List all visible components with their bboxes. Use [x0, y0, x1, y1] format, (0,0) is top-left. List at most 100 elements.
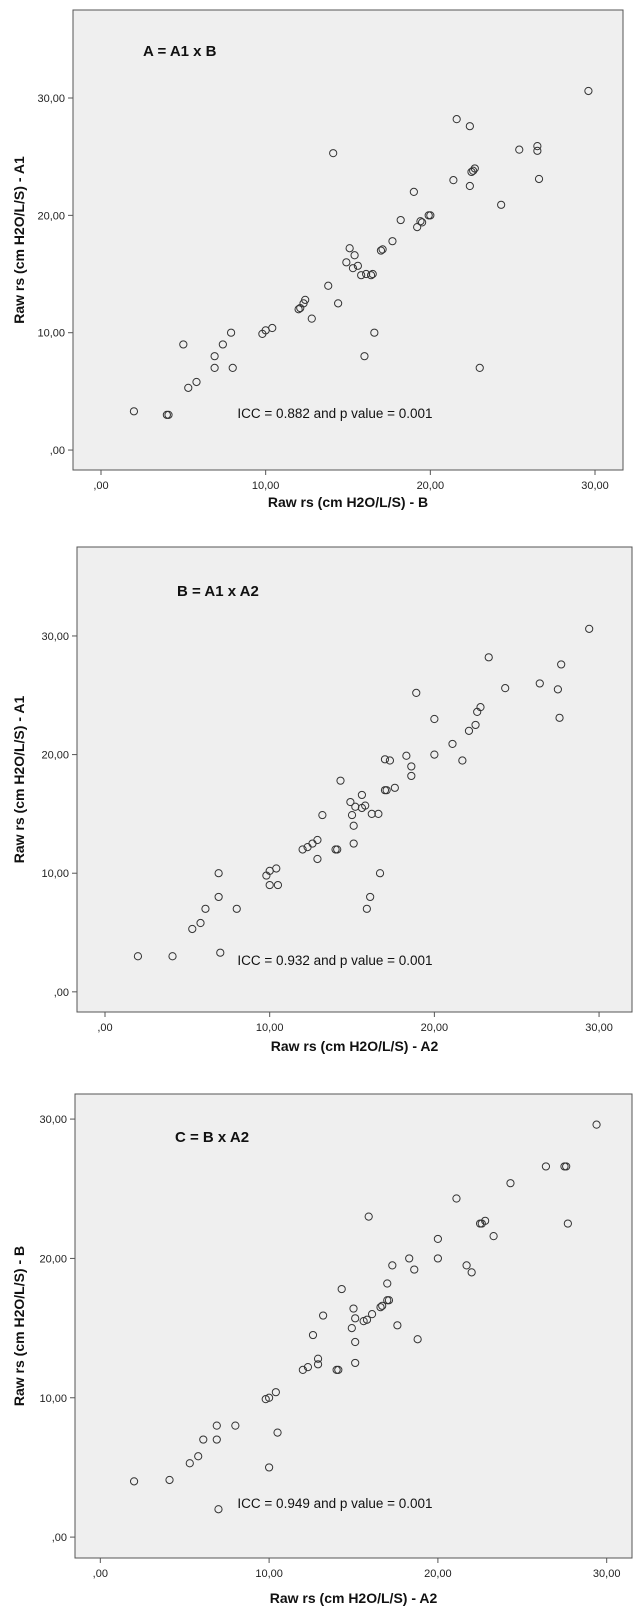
data-point	[481, 1216, 490, 1225]
y-tick-label: ,00	[50, 445, 65, 457]
x-axis-label: Raw rs (cm H2O/L/S) - A2	[271, 1038, 439, 1054]
data-point	[393, 1321, 402, 1330]
data-point	[129, 1477, 139, 1486]
data-point	[476, 703, 485, 712]
data-point	[555, 713, 564, 722]
data-point	[196, 918, 205, 928]
data-point	[458, 756, 467, 765]
data-point	[557, 660, 566, 669]
data-point	[212, 1435, 221, 1444]
data-point	[357, 271, 366, 280]
data-point	[165, 1475, 174, 1485]
y-tick-label: 20,00	[39, 1253, 67, 1265]
data-point	[370, 328, 379, 337]
data-point	[216, 948, 225, 957]
data-point	[449, 176, 458, 185]
data-point	[184, 383, 193, 392]
data-point	[412, 688, 421, 698]
data-point	[218, 340, 227, 349]
data-point	[484, 653, 493, 662]
data-point	[382, 786, 391, 795]
data-point	[294, 305, 303, 314]
data-point	[535, 679, 544, 688]
data-point	[402, 751, 411, 760]
data-point	[333, 845, 342, 854]
data-point	[199, 1435, 208, 1444]
data-point	[301, 295, 310, 304]
data-point	[273, 880, 283, 890]
data-point	[384, 1296, 394, 1305]
data-point	[361, 801, 370, 810]
data-point	[353, 261, 362, 270]
chart-title: C = B x A2	[175, 1129, 249, 1146]
data-point	[350, 251, 359, 260]
data-point	[497, 200, 506, 209]
data-point	[349, 1304, 358, 1313]
data-point	[462, 1261, 471, 1270]
data-point	[313, 1354, 323, 1363]
data-point	[362, 1315, 372, 1324]
data-point	[265, 1463, 274, 1472]
data-point	[464, 726, 474, 735]
data-point	[374, 809, 383, 819]
x-tick-label: 20,00	[421, 1022, 449, 1034]
y-axis-label: Raw rs (cm H2O/L/S) - A1	[11, 156, 27, 324]
chart-panel-2: ,00 10,00 20,00 30,00 ,00 10,00 20,00 30,00 Raw …	[11, 546, 633, 1054]
data-point	[308, 1330, 318, 1340]
data-point	[185, 1459, 194, 1468]
data-point	[489, 1232, 498, 1241]
data-point	[362, 269, 371, 279]
data-point	[349, 821, 358, 830]
data-point	[364, 1212, 373, 1221]
data-point	[385, 756, 395, 765]
data-point	[168, 952, 177, 961]
data-point	[228, 363, 237, 373]
data-point	[430, 750, 439, 759]
data-point	[307, 314, 316, 323]
data-point	[342, 258, 351, 267]
data-point	[452, 1194, 461, 1203]
data-point	[214, 892, 223, 902]
data-point	[273, 1428, 282, 1437]
y-tick-label: ,00	[52, 1532, 67, 1544]
data-point	[346, 797, 355, 807]
data-point	[534, 174, 544, 184]
data-point	[562, 1162, 571, 1171]
data-point	[563, 1219, 572, 1228]
data-point	[319, 1311, 328, 1320]
data-point	[210, 363, 219, 373]
data-point	[351, 1337, 360, 1347]
data-point	[383, 1279, 392, 1288]
data-point	[212, 1421, 221, 1430]
data-point	[337, 1284, 346, 1294]
data-point	[368, 269, 377, 279]
x-tick-label: 10,00	[252, 480, 280, 492]
x-tick-label: 20,00	[424, 1568, 452, 1580]
data-point	[380, 755, 390, 764]
data-point	[452, 115, 461, 124]
data-point	[329, 149, 338, 158]
x-tick-label: 30,00	[585, 1022, 613, 1034]
chart-title: B = A1 x A2	[177, 583, 259, 600]
y-tick-label: 10,00	[37, 328, 65, 340]
data-point	[298, 845, 307, 854]
data-point	[405, 1254, 414, 1263]
data-point	[226, 328, 236, 337]
data-point	[515, 145, 524, 154]
data-point	[179, 340, 188, 349]
data-point	[272, 864, 281, 873]
data-point	[407, 762, 416, 771]
data-point	[471, 720, 480, 730]
data-point	[313, 1360, 323, 1369]
plot-area	[76, 546, 633, 1013]
data-point	[475, 363, 484, 373]
data-point	[426, 211, 435, 220]
data-point	[409, 187, 418, 196]
data-point	[390, 783, 399, 792]
data-point	[413, 1335, 422, 1344]
data-point	[201, 904, 210, 913]
data-point	[313, 854, 322, 864]
data-point	[501, 684, 510, 693]
data-point	[396, 215, 405, 225]
data-point	[362, 904, 371, 913]
